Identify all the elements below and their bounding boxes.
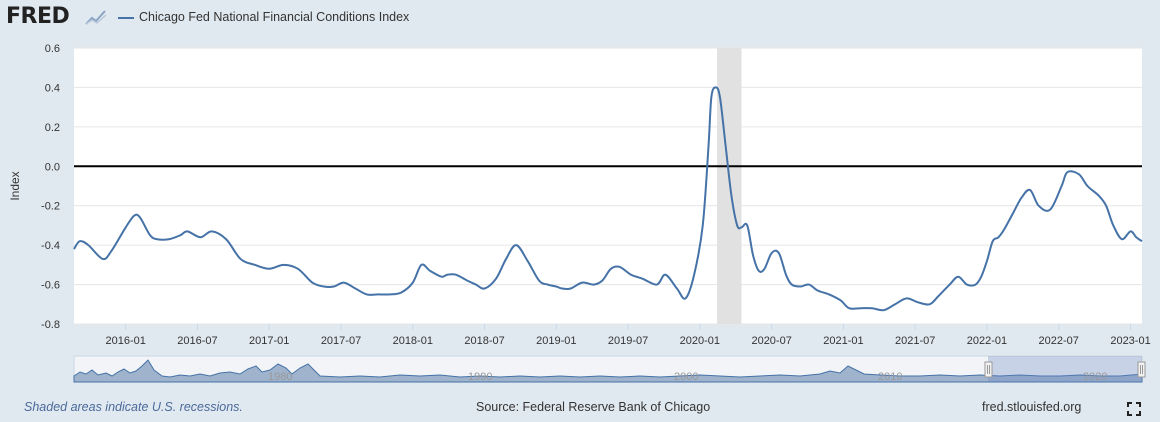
x-tick-label: 2022-01 (967, 335, 1007, 347)
x-tick-label: 2020-07 (751, 335, 791, 347)
y-tick-label: 0.6 (45, 43, 60, 55)
navigator-label-1980: 1980 (268, 371, 292, 383)
fullscreen-icon[interactable] (1127, 402, 1141, 416)
y-tick-label: -0.8 (41, 319, 60, 331)
source-credit: Source: Federal Reserve Bank of Chicago (476, 400, 711, 414)
navigator-label-2010: 2010 (878, 371, 902, 383)
x-tick-label: 2020-01 (680, 335, 720, 347)
x-axis-ticks: 2016-01 2016-07 2017-01 2017-07 2018-01 2018-… (105, 324, 1151, 347)
legend-series-swatch (118, 17, 134, 19)
navigator-selection[interactable] (988, 356, 1142, 382)
legend-series-label[interactable]: Chicago Fed National Financial Condition… (139, 10, 410, 24)
fred-logo[interactable]: FRED (6, 4, 70, 29)
y-tick-label: 0.0 (45, 161, 60, 173)
navigator-left-handle[interactable] (984, 361, 993, 378)
site-link[interactable]: fred.stlouisfed.org (982, 400, 1082, 414)
x-tick-label: 2017-07 (321, 335, 361, 347)
x-tick-label: 2017-01 (249, 335, 289, 347)
series-line[interactable] (73, 86, 1143, 312)
navigator-label-1990: 1990 (468, 371, 492, 383)
y-tick-label: -0.4 (41, 240, 60, 252)
x-tick-label: 2018-07 (464, 335, 504, 347)
y-tick-label: -0.6 (41, 280, 60, 292)
y-axis-ticks: 0.6 0.4 0.2 0.0 -0.2 -0.4 -0.6 -0.8 (41, 43, 60, 331)
x-tick-label: 2021-07 (895, 335, 935, 347)
navigator-label-2000: 2000 (674, 371, 698, 383)
plot-area (74, 48, 1142, 324)
x-tick-label: 2023-01 (1110, 335, 1150, 347)
fred-logo-graph-icon (84, 7, 108, 27)
chart-header: FRED Chicago Fed National Financial Cond… (0, 0, 1160, 40)
x-tick-label: 2019-01 (536, 335, 576, 347)
y-tick-label: -0.2 (41, 201, 60, 213)
x-tick-label: 2016-01 (105, 335, 145, 347)
y-axis-label: Index (8, 171, 22, 200)
navigator-right-handle[interactable] (1137, 361, 1146, 378)
y-tick-label: 0.4 (45, 82, 60, 94)
line-chart: 0.60.40.20.0-0.2-0.4-0.6-0.8 2016-01 2016… (8, 43, 1151, 347)
navigator-series-area (73, 359, 1143, 383)
x-tick-label: 2021-01 (823, 335, 863, 347)
x-tick-label: 2018-01 (393, 335, 433, 347)
recession-note: Shaded areas indicate U.S. recessions. (24, 400, 243, 414)
navigator-label-2020: 2020 (1083, 371, 1107, 383)
x-tick-label: 2019-07 (608, 335, 648, 347)
x-tick-label: 2016-07 (177, 335, 217, 347)
y-tick-label: 0.2 (45, 122, 60, 134)
range-navigator[interactable]: 1980 1990 2000 2010 2020 (0, 354, 1160, 384)
x-tick-label: 2022-07 (1039, 335, 1079, 347)
